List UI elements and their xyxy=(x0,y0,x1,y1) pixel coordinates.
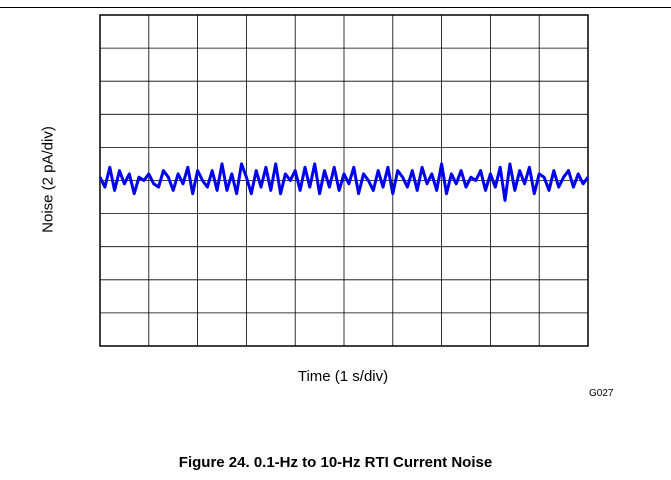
noise-series-line xyxy=(98,162,590,202)
figure-code: G027 xyxy=(589,388,614,399)
figure-caption: Figure 24. 0.1-Hz to 10-Hz RTI Current N… xyxy=(178,454,493,471)
x-axis-label: Time (1 s/div) xyxy=(297,368,389,385)
top-rule xyxy=(0,7,671,8)
y-axis-label: Noise (2 pA/div) xyxy=(39,126,57,233)
series-group xyxy=(98,162,590,202)
grid-lines xyxy=(100,15,588,346)
